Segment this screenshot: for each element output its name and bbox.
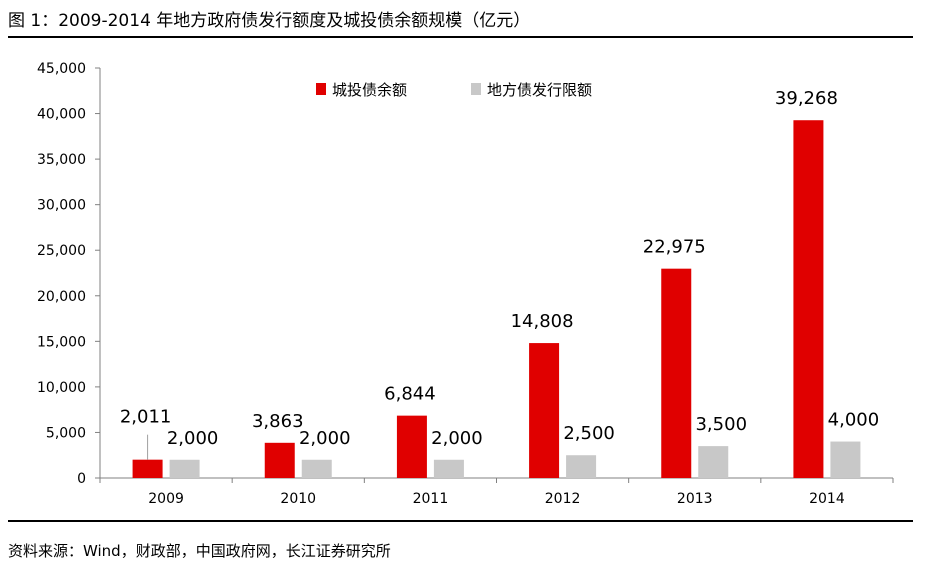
x-tick-label: 2011 xyxy=(413,491,449,507)
data-label-local-debt: 2,000 xyxy=(431,428,483,449)
y-tick-label: 5,000 xyxy=(46,425,86,441)
figure-title: 图 1：2009-2014 年地方政府债发行额度及城投债余额规模（亿元） xyxy=(8,11,531,31)
y-tick-label: 35,000 xyxy=(37,152,86,168)
bar-chengtou-balance xyxy=(661,268,692,478)
y-tick-label: 10,000 xyxy=(37,380,86,396)
data-label-chengtou: 3,863 xyxy=(252,411,304,432)
x-tick-label: 2009 xyxy=(148,491,184,507)
bottom-rule xyxy=(8,520,913,522)
data-label-local-debt: 2,500 xyxy=(563,423,615,444)
data-label-local-debt: 4,000 xyxy=(828,410,880,431)
data-label-chengtou: 39,268 xyxy=(775,88,838,109)
y-tick-label: 30,000 xyxy=(37,198,86,214)
data-label-chengtou: 22,975 xyxy=(643,237,706,258)
data-label-local-debt: 2,000 xyxy=(167,428,219,449)
bar-local-debt-limit xyxy=(566,455,597,478)
legend-swatch-chengtou xyxy=(316,83,326,95)
x-tick-label: 2013 xyxy=(677,491,713,507)
legend-label: 地方债发行限额 xyxy=(487,81,592,99)
data-label-chengtou: 6,844 xyxy=(384,384,436,405)
bar-chart: 0 5,000 10,000 15,000 20,000 25,000 30,000 35,0… xyxy=(37,61,894,507)
bar-local-debt-limit xyxy=(169,459,200,478)
bar-chengtou-balance xyxy=(264,442,295,478)
data-label-chengtou: 2,011 xyxy=(120,407,172,428)
data-label-chengtou: 14,808 xyxy=(511,311,574,332)
top-rule xyxy=(8,36,913,38)
y-tick-label: 15,000 xyxy=(37,334,86,350)
data-label-local-debt: 3,500 xyxy=(695,414,747,435)
y-tick-label: 40,000 xyxy=(37,107,86,123)
bar-local-debt-limit xyxy=(830,441,861,478)
bar-local-debt-limit xyxy=(301,459,332,478)
bar-chengtou-balance xyxy=(529,343,560,478)
x-tick-label: 2014 xyxy=(809,491,845,507)
bar-chengtou-balance xyxy=(396,415,427,478)
y-tick-label: 0 xyxy=(77,471,86,487)
legend-label: 城投债余额 xyxy=(332,81,407,99)
x-tick-label: 2012 xyxy=(545,491,581,507)
bar-chengtou-balance xyxy=(793,120,824,479)
y-tick-label: 25,000 xyxy=(37,243,86,259)
y-tick-label: 20,000 xyxy=(37,289,86,305)
bar-local-debt-limit xyxy=(433,459,464,478)
data-label-local-debt: 2,000 xyxy=(299,428,351,449)
legend-swatch-local-debt xyxy=(471,83,481,95)
bar-chengtou-balance xyxy=(132,459,163,478)
x-tick-label: 2010 xyxy=(280,491,316,507)
bar-local-debt-limit xyxy=(698,446,729,478)
source-note: 资料来源：Wind，财政部，中国政府网，长江证券研究所 xyxy=(8,542,391,560)
y-tick-label: 45,000 xyxy=(37,61,86,77)
